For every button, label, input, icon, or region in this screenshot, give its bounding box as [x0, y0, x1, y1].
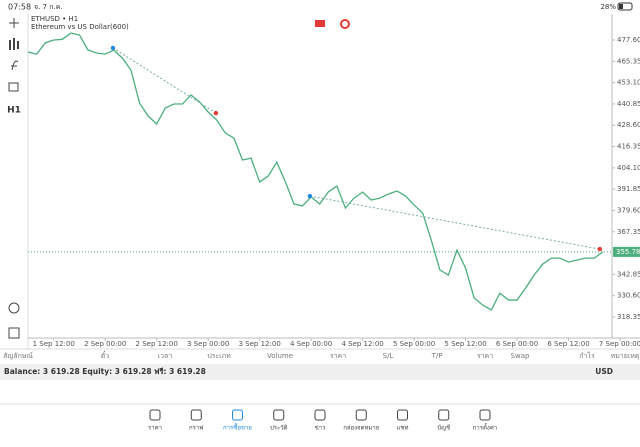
column-header[interactable]: กำไร: [579, 351, 595, 360]
column-header[interactable]: ราคา: [477, 352, 493, 360]
trendline-end[interactable]: [597, 246, 603, 252]
status-date: จ. 7 ก.ค.: [34, 3, 63, 11]
trendline-end[interactable]: [213, 110, 219, 116]
table-header: สัญลักษณ์ ตั๋ว เวลา ประเภท Volume ราคา S/L T/P ร…: [3, 351, 640, 360]
battery-icon: [617, 2, 633, 11]
nav-icon[interactable]: [190, 409, 202, 421]
x-tick-label: 3 Sep 00:00: [187, 340, 229, 348]
nav-icon[interactable]: [149, 409, 161, 421]
column-header[interactable]: T/P: [431, 352, 443, 360]
x-tick-label: 5 Sep 12:00: [444, 340, 486, 348]
trendline[interactable]: [112, 47, 217, 114]
column-header[interactable]: Volume: [267, 352, 293, 360]
nav-icon[interactable]: [314, 409, 326, 421]
flag-icon: [315, 20, 325, 27]
crosshair-icon[interactable]: [9, 18, 19, 28]
column-header[interactable]: หมายเหตุ: [611, 352, 640, 360]
x-tick-label: 7 Sep 00:00: [599, 340, 640, 348]
balance-text: Balance: 3 619.28 Equity: 3 619.28 ฟรี: …: [4, 367, 206, 376]
y-tick-label: 465.35: [617, 57, 640, 65]
y-tick-label: 404.10: [617, 164, 640, 172]
x-tick-label: 2 Sep 12:00: [136, 340, 178, 348]
nav-icon[interactable]: [273, 409, 285, 421]
y-tick-label: 379.60: [617, 206, 640, 214]
nav-label[interactable]: ข่าว: [315, 425, 326, 432]
y-tick-label: 416.35: [617, 143, 640, 151]
nav-label[interactable]: การตั้งค่า: [473, 422, 497, 432]
column-header[interactable]: Swap: [511, 352, 530, 360]
toolbar-icons: [8, 18, 20, 339]
x-tick-label: 6 Sep 12:00: [547, 340, 589, 348]
column-header[interactable]: ประเภท: [207, 352, 231, 360]
balance-bar: [0, 364, 640, 380]
y-tick-label: 391.85: [617, 185, 640, 193]
nav-icon[interactable]: [232, 409, 243, 421]
y-tick-label: 342.85: [617, 270, 640, 278]
nav-icon[interactable]: [355, 409, 367, 421]
x-tick-label: 4 Sep 00:00: [290, 340, 332, 348]
x-tick-label: 3 Sep 12:00: [239, 340, 281, 348]
y-tick-label: 440.85: [617, 100, 640, 108]
plot: 477.60 465.35 453.10 440.85 428.60 416.35 404.…: [27, 32, 640, 348]
y-tick-label: 330.60: [617, 292, 640, 300]
price-line: [27, 32, 604, 311]
y-tick-label: 477.60: [617, 36, 640, 44]
column-header[interactable]: ราคา: [330, 352, 346, 360]
candles-icon[interactable]: [9, 38, 19, 50]
battery-level: [619, 4, 623, 9]
trendline-start[interactable]: [307, 193, 313, 199]
nav-label[interactable]: แชท: [397, 425, 409, 432]
y-tick-label: 367.35: [617, 228, 640, 236]
timeframe-button[interactable]: H1: [7, 106, 21, 116]
column-header[interactable]: สัญลักษณ์: [3, 352, 33, 360]
y-tick-label: 318.35: [617, 313, 640, 321]
trendline-start[interactable]: [110, 45, 116, 51]
nav-label[interactable]: กล่องจดหมาย: [343, 425, 379, 432]
x-tick-label: 4 Sep 12:00: [341, 340, 383, 348]
x-tick-label: 5 Sep 00:00: [393, 340, 435, 348]
x-tick-label: 2 Sep 00:00: [84, 340, 126, 348]
bottom-nav: ราคา กราฟ การซื้อขาย ประวัติ ข่าว กล่องจดหมาย…: [148, 409, 497, 432]
column-header[interactable]: S/L: [383, 352, 394, 360]
y-tick-label: 453.10: [617, 79, 640, 87]
nav-icon[interactable]: [438, 409, 450, 421]
zoom-icon[interactable]: [8, 302, 20, 314]
column-header[interactable]: เวลา: [158, 352, 173, 360]
x-tick-label: 1 Sep 12:00: [33, 340, 75, 348]
chart-title: ETHUSD • H1: [31, 15, 78, 23]
status-time: 07:58: [8, 3, 31, 12]
nav-label[interactable]: กราฟ: [189, 425, 203, 432]
objects-icon[interactable]: [8, 82, 19, 92]
nav-label[interactable]: ราคา: [148, 425, 162, 432]
nav-label[interactable]: บัญชี: [437, 424, 450, 432]
status-battery: 28%: [600, 3, 616, 11]
add-icon[interactable]: [8, 327, 20, 339]
balance-currency: USD: [595, 367, 613, 376]
trendline[interactable]: [309, 195, 600, 250]
current-price-box: [613, 246, 640, 257]
nav-label[interactable]: ประวัติ: [270, 425, 288, 432]
chart-subtitle: Ethereum vs US Dollar(600): [31, 23, 129, 31]
column-header[interactable]: ตั๋ว: [101, 351, 110, 360]
indicator-icon[interactable]: [11, 60, 19, 71]
nav-icon[interactable]: [479, 409, 491, 421]
y-tick-label: 428.60: [617, 121, 640, 129]
nav-label[interactable]: การซื้อขาย: [223, 422, 252, 432]
eth-icon: [340, 19, 350, 29]
nav-icon[interactable]: [397, 409, 408, 421]
current-price-label: 355.78: [616, 248, 640, 256]
x-tick-label: 6 Sep 00:00: [496, 340, 538, 348]
